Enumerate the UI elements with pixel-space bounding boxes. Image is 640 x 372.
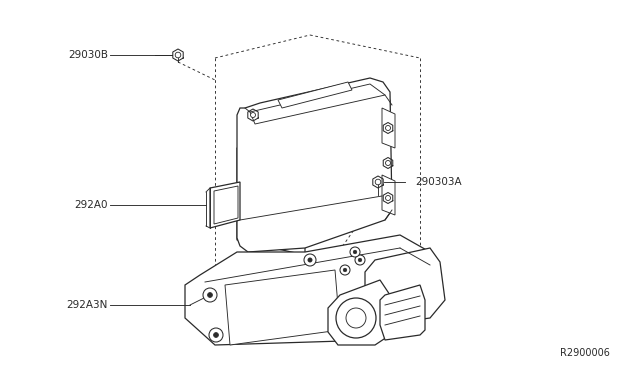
Circle shape <box>346 308 366 328</box>
Circle shape <box>207 292 212 298</box>
Circle shape <box>336 298 376 338</box>
Polygon shape <box>382 175 395 215</box>
Circle shape <box>350 247 360 257</box>
Circle shape <box>209 328 223 342</box>
Text: 292A3N: 292A3N <box>67 300 108 310</box>
Circle shape <box>343 268 347 272</box>
Polygon shape <box>214 186 238 224</box>
Polygon shape <box>237 125 390 165</box>
Circle shape <box>340 265 350 275</box>
Circle shape <box>175 52 181 58</box>
Polygon shape <box>328 280 390 345</box>
Circle shape <box>385 160 390 166</box>
Polygon shape <box>365 248 445 325</box>
Circle shape <box>385 196 390 201</box>
Circle shape <box>385 125 390 131</box>
Circle shape <box>304 254 316 266</box>
Circle shape <box>358 258 362 262</box>
Circle shape <box>203 288 217 302</box>
Circle shape <box>353 250 356 254</box>
Circle shape <box>250 112 255 118</box>
Polygon shape <box>225 270 340 345</box>
Polygon shape <box>250 84 385 124</box>
Text: 292A0: 292A0 <box>74 200 108 210</box>
Polygon shape <box>237 148 305 255</box>
Polygon shape <box>185 235 430 345</box>
Polygon shape <box>237 78 392 252</box>
Text: 290303A: 290303A <box>415 177 461 187</box>
Polygon shape <box>278 82 352 108</box>
Polygon shape <box>380 285 425 340</box>
Circle shape <box>375 179 381 185</box>
Circle shape <box>308 258 312 262</box>
Text: 29030B: 29030B <box>68 50 108 60</box>
Polygon shape <box>382 108 395 148</box>
Text: R2900006: R2900006 <box>560 348 610 358</box>
Circle shape <box>355 255 365 265</box>
Polygon shape <box>210 182 240 228</box>
Polygon shape <box>305 100 390 200</box>
Circle shape <box>214 333 218 337</box>
